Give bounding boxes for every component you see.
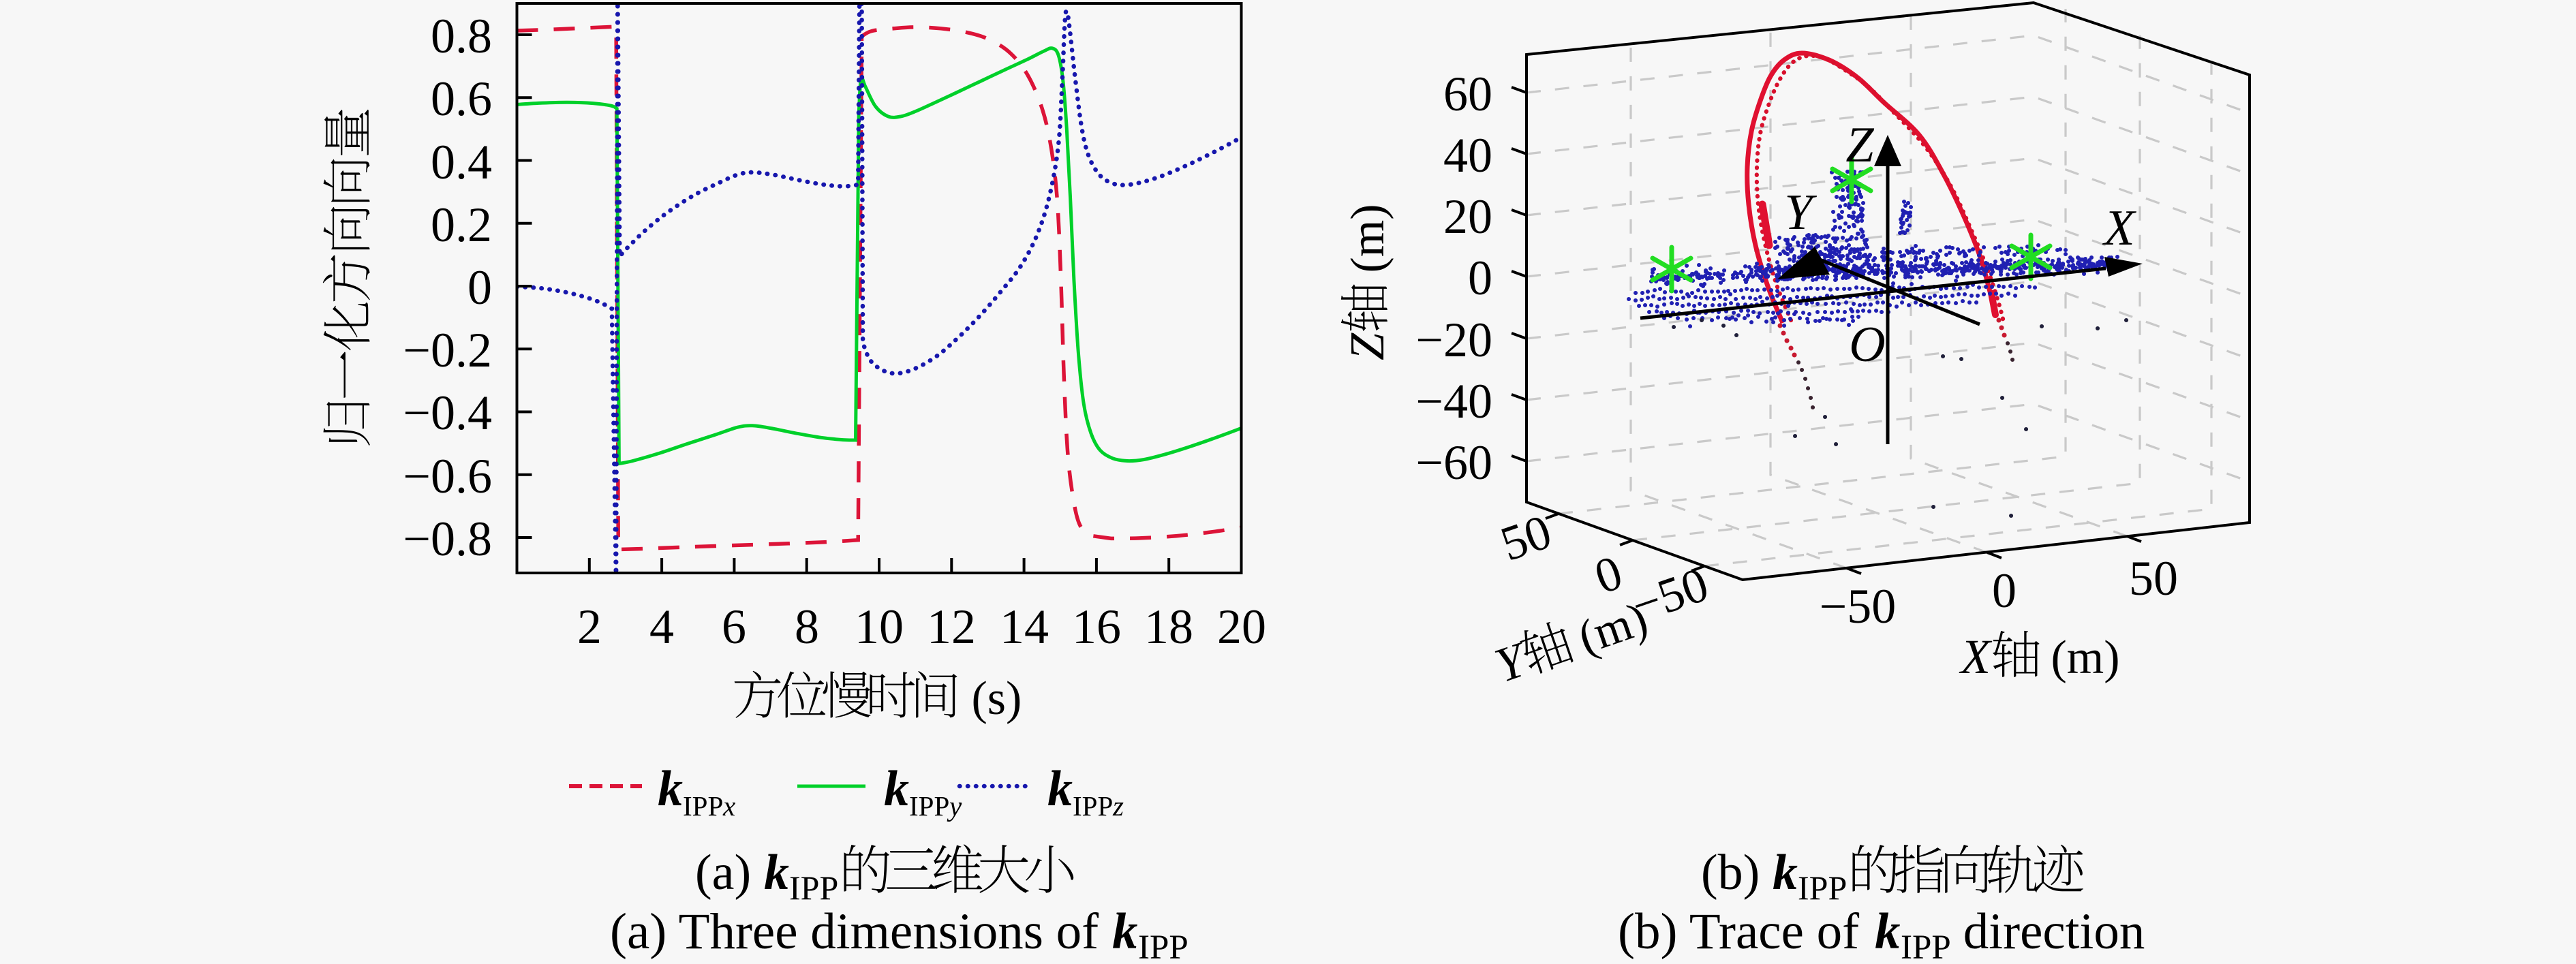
svg-text:0.4: 0.4	[431, 135, 492, 189]
svg-text:−0.4: −0.4	[403, 386, 492, 440]
svg-text:6: 6	[722, 600, 746, 654]
svg-text:Z: Z	[1340, 332, 1394, 360]
svg-text:18: 18	[1144, 600, 1193, 654]
svg-text:50: 50	[2129, 551, 2178, 606]
svg-text:−0.2: −0.2	[403, 323, 492, 377]
svg-text:−60: −60	[1415, 435, 1492, 490]
svg-text:(m): (m)	[2039, 632, 2120, 684]
svg-text:k: k	[1047, 761, 1073, 817]
svg-text:14: 14	[1000, 600, 1049, 654]
svg-text:IPP: IPP	[1138, 929, 1189, 964]
svg-text:−50: −50	[1820, 579, 1897, 634]
svg-text:X: X	[1959, 629, 1993, 684]
svg-text:x: x	[722, 790, 735, 822]
svg-text:k: k	[658, 761, 683, 817]
svg-text:IPP: IPP	[909, 790, 949, 822]
svg-text:k: k	[1773, 845, 1798, 901]
svg-text:k: k	[1875, 903, 1901, 960]
svg-text:0: 0	[1468, 251, 1492, 305]
svg-text:y: y	[947, 790, 962, 822]
svg-text:16: 16	[1072, 600, 1121, 654]
svg-text:(m): (m)	[1342, 204, 1394, 285]
svg-text:IPP: IPP	[789, 869, 838, 907]
svg-text:4: 4	[649, 600, 674, 654]
svg-text:8: 8	[795, 600, 819, 654]
svg-text:0: 0	[467, 260, 492, 315]
svg-text:IPP: IPP	[683, 790, 723, 822]
svg-text:60: 60	[1443, 67, 1492, 121]
svg-text:0: 0	[1992, 563, 2017, 618]
svg-text:40: 40	[1443, 128, 1492, 183]
svg-text:12: 12	[927, 600, 976, 654]
svg-text:0.2: 0.2	[431, 198, 492, 252]
svg-text:0.8: 0.8	[431, 9, 492, 63]
svg-text:(b): (b)	[1701, 845, 1773, 901]
svg-text:−40: −40	[1415, 374, 1492, 429]
svg-text:IPP: IPP	[1073, 790, 1113, 822]
svg-text:0.6: 0.6	[431, 72, 492, 126]
svg-text:10: 10	[855, 600, 904, 654]
svg-text:k: k	[1112, 903, 1138, 960]
svg-text:−0.6: −0.6	[403, 449, 492, 503]
svg-text:(a) Three dimensions of: (a) Three dimensions of	[610, 903, 1111, 960]
svg-text:X: X	[2102, 200, 2136, 256]
svg-text:O: O	[1849, 317, 1885, 373]
svg-text:z: z	[1112, 790, 1124, 822]
svg-text:(b) Trace of: (b) Trace of	[1618, 903, 1872, 960]
svg-text:(s): (s)	[960, 672, 1022, 725]
svg-text:IPP: IPP	[1901, 929, 1951, 964]
svg-text:Z: Z	[1845, 117, 1874, 173]
svg-text:−0.8: −0.8	[403, 512, 492, 566]
svg-text:k: k	[884, 761, 909, 817]
svg-text:k: k	[764, 845, 789, 901]
svg-text:20: 20	[1443, 189, 1492, 244]
svg-text:direction: direction	[1950, 903, 2145, 960]
svg-text:−20: −20	[1415, 313, 1492, 367]
svg-text:20: 20	[1217, 600, 1266, 654]
svg-text:(a): (a)	[695, 845, 764, 901]
svg-text:IPP: IPP	[1798, 869, 1847, 907]
svg-text:2: 2	[577, 600, 602, 654]
svg-text:Y: Y	[1784, 185, 1817, 240]
